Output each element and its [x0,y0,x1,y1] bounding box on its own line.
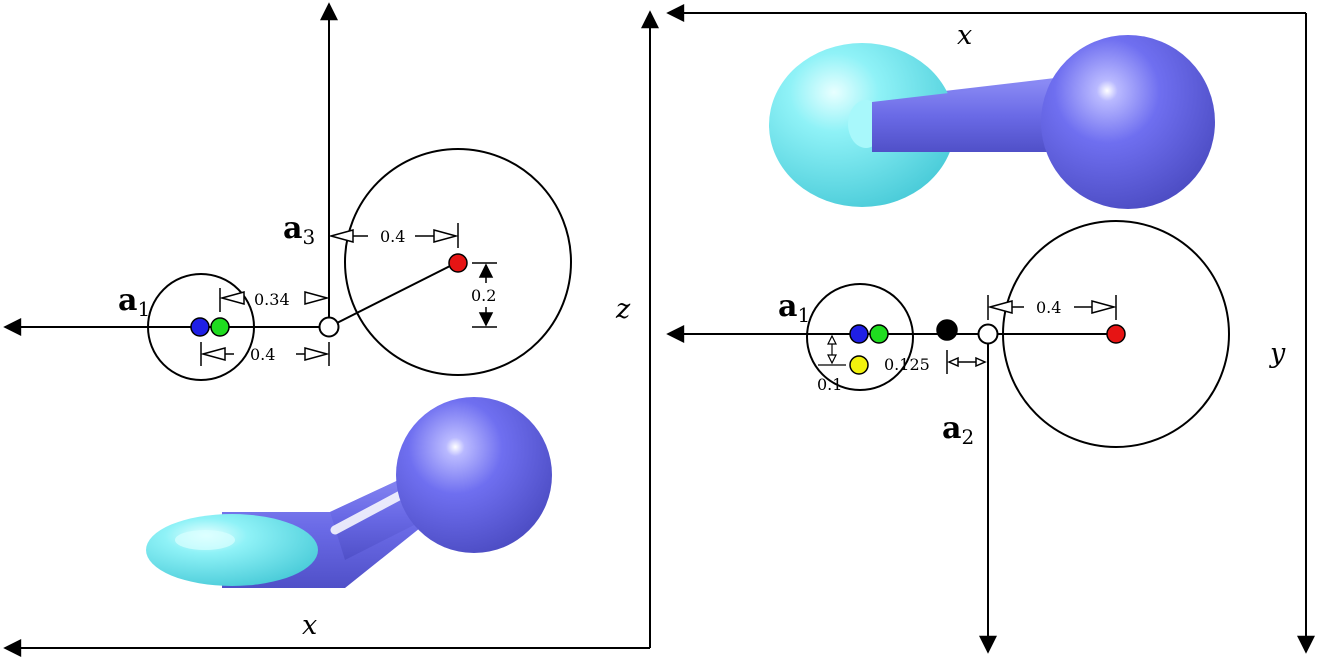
dim-02-label: 0.2 [471,286,496,305]
right-large-circle [1002,220,1230,448]
right-dim-04 [987,295,1117,320]
right-dim-01 [818,333,846,366]
right-origin-marker [977,323,999,345]
right-dim-04-label: 0.4 [1036,298,1061,317]
green-point [210,317,230,337]
a2-label: a2 [942,411,974,449]
right-yellow-point [849,355,869,375]
dim-04-bottom-label: 0.4 [250,345,275,364]
left-molecule-render [146,397,552,588]
right-axis-y-label: y [1269,338,1286,369]
right-panel: 0.4 0.125 0.1 a1 a2 x y [666,4,1315,654]
red-point [448,253,468,273]
left-panel: 0.34 0.4 0.4 0.2 [3,2,659,657]
small-circle [147,273,255,381]
right-a1-label: a1 [778,289,810,327]
right-axis-x-label: x [957,20,972,51]
dim-034 [219,288,330,312]
origin-marker [318,316,340,338]
right-small-circle [806,283,914,391]
center-to-red-line [328,261,459,328]
left-axis-z-label: z [615,294,631,325]
right-molecule-render [769,35,1215,209]
blue-point [190,317,210,337]
right-dim-0125 [946,350,987,374]
right-dim-0125-label: 0.125 [884,355,930,374]
large-circle [344,148,572,376]
dim-04-top [328,223,459,248]
right-green-point [869,324,889,344]
right-blue-point [849,324,869,344]
dim-02 [472,262,497,328]
dim-034-label: 0.34 [254,290,290,309]
right-dim-01-label: 0.1 [817,375,842,394]
dim-04-bottom [200,342,330,366]
dim-04-top-label: 0.4 [380,227,405,246]
a1-label: a1 [118,283,150,321]
right-red-point [1106,324,1126,344]
left-axis-x-label: x [302,610,317,641]
right-black-point [936,319,958,341]
a3-label: a3 [283,211,315,249]
